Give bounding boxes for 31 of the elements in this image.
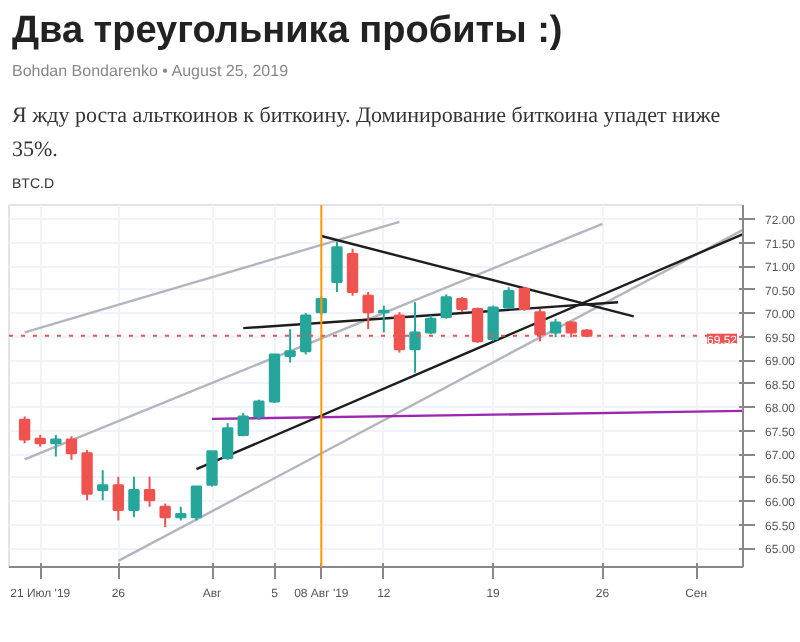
candlestick bbox=[268, 352, 281, 404]
candlestick bbox=[487, 303, 499, 342]
candlestick bbox=[143, 474, 156, 507]
candlestick bbox=[50, 433, 62, 457]
candlestick bbox=[409, 300, 421, 373]
candlestick bbox=[362, 290, 374, 330]
candlestick bbox=[112, 474, 124, 521]
candlestick bbox=[65, 434, 78, 460]
candlestick bbox=[128, 474, 140, 518]
candlestick bbox=[549, 316, 562, 338]
candlestick bbox=[253, 397, 265, 420]
candlestick bbox=[18, 414, 31, 444]
candlestick bbox=[300, 311, 312, 355]
candlestick bbox=[221, 421, 234, 460]
chart-title: Два треугольника пробиты :) bbox=[12, 8, 563, 56]
chart-subtitle: Bohdan Bondarenko • August 25, 2019 bbox=[12, 60, 289, 84]
candlestick bbox=[518, 284, 531, 311]
candlestick bbox=[424, 313, 437, 335]
candlestick bbox=[97, 468, 109, 501]
candlestick bbox=[190, 484, 203, 521]
text: Я жду роста альткоинов к биткоину. Доминирование биткоина упадет ниже 35%. bbox=[12, 101, 723, 166]
candlestick bbox=[346, 246, 359, 296]
candlestick bbox=[206, 449, 218, 487]
candlestick bbox=[331, 239, 343, 293]
candlestick bbox=[81, 448, 93, 501]
candlestick bbox=[237, 410, 249, 437]
candlestick bbox=[503, 285, 515, 310]
candlestick bbox=[440, 292, 452, 319]
candlestick bbox=[159, 501, 171, 528]
candlestick bbox=[378, 303, 390, 333]
candlestick bbox=[284, 327, 296, 363]
